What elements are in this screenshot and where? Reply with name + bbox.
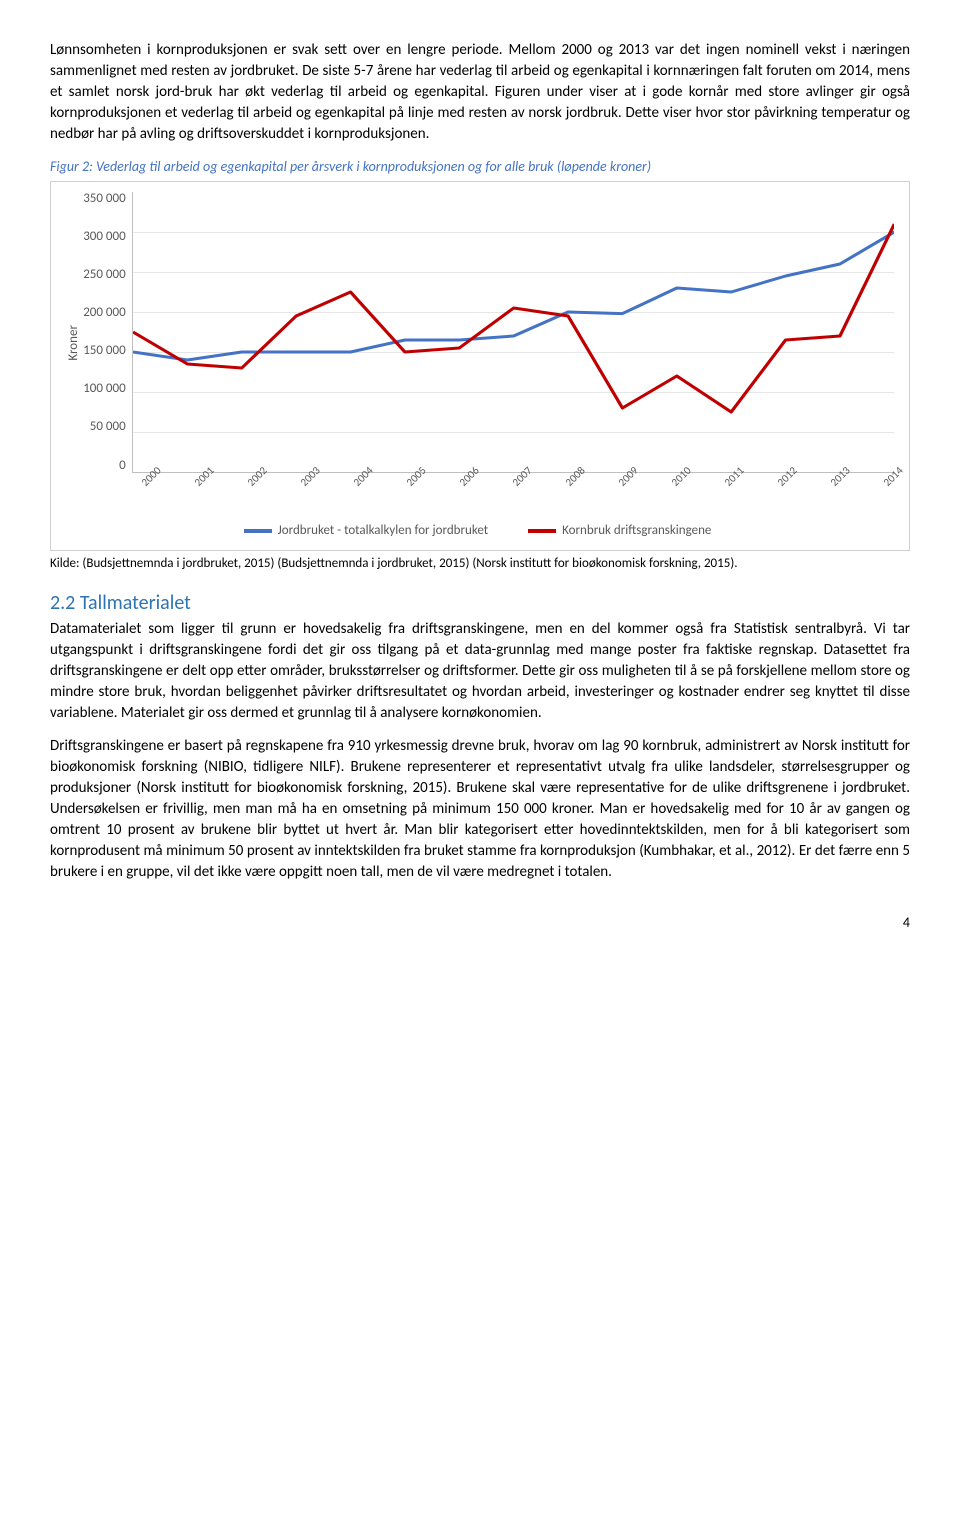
chart-container: Kroner 350 000 300 000 250 000 200 000 150 0… [50, 181, 910, 552]
intro-paragraph: Lønnsomheten i kornproduksjonen er svak … [50, 40, 910, 145]
legend-label: Kornbruk driftsgranskingene [562, 522, 711, 540]
legend-label: Jordbruket - totalkalkylen for jordbruke… [278, 522, 489, 540]
y-tick-label: 100 000 [83, 382, 125, 395]
section-title: Tallmaterialet [80, 591, 191, 615]
y-tick-label: 0 [119, 459, 126, 472]
y-axis-title: Kroner [61, 325, 83, 361]
figure-caption: Figur 2: Vederlag til arbeid og egenkapi… [50, 157, 910, 177]
y-axis-ticks: 350 000 300 000 250 000 200 000 150 000 100 0… [83, 192, 131, 472]
y-tick-label: 250 000 [83, 268, 125, 281]
chart-legend: Jordbruket - totalkalkylen for jordbruke… [61, 522, 894, 540]
legend-item: Kornbruk driftsgranskingene [528, 522, 711, 540]
figure-source: Kilde: (Budsjettnemnda i jordbruket, 201… [50, 555, 910, 573]
legend-item: Jordbruket - totalkalkylen for jordbruke… [244, 522, 489, 540]
chart-plot-area [132, 192, 894, 473]
legend-swatch [244, 529, 272, 533]
y-tick-label: 300 000 [83, 230, 125, 243]
page-number: 4 [50, 913, 910, 933]
body-paragraph-2: Driftsgranskingene er basert på regnskap… [50, 736, 910, 883]
chart-lines-svg [133, 192, 894, 472]
series-line [133, 232, 894, 360]
series-line [133, 224, 894, 412]
legend-swatch [528, 529, 556, 533]
y-tick-label: 50 000 [90, 420, 126, 433]
section-heading: 2.2 Tallmaterialet [50, 589, 910, 617]
body-paragraph-1: Datamaterialet som ligger til grunn er h… [50, 619, 910, 724]
x-axis-labels: 2000200120022003200420052006200720082009… [132, 473, 894, 494]
y-tick-label: 350 000 [83, 192, 125, 205]
y-tick-label: 200 000 [83, 306, 125, 319]
section-number: 2.2 [50, 591, 75, 615]
y-tick-label: 150 000 [83, 344, 125, 357]
